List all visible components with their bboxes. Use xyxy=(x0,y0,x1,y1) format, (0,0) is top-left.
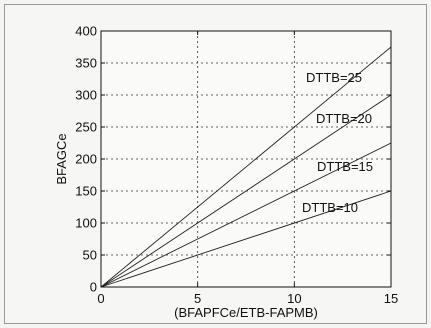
series-label: DTTB=25 xyxy=(306,70,362,85)
series-lines xyxy=(100,46,392,288)
x-tick-label: 10 xyxy=(287,291,301,306)
x-tick-label: 15 xyxy=(384,291,398,306)
y-tick-label: 350 xyxy=(75,56,97,71)
series-label: DTTB=20 xyxy=(316,111,372,126)
y-tick-label: 400 xyxy=(75,24,97,39)
y-axis-ticks: 0 50 100 150 200 250 300 350 400 xyxy=(75,24,391,295)
series-line xyxy=(100,142,392,288)
y-tick-label: 0 xyxy=(90,280,97,295)
x-tick-label: 0 xyxy=(97,291,104,306)
y-tick-label: 250 xyxy=(75,120,97,135)
series-line xyxy=(100,46,392,288)
y-axis-label: BFAGCe xyxy=(54,133,69,184)
x-axis-label: (BFAPFCe/ETB-FAPMB) xyxy=(174,305,318,320)
y-tick-label: 300 xyxy=(75,88,97,103)
x-tick-label: 5 xyxy=(194,291,201,306)
y-tick-label: 150 xyxy=(75,184,97,199)
x-axis-ticks: 0 5 10 15 xyxy=(97,31,398,306)
series-label: DTTB=15 xyxy=(317,159,373,174)
series-line xyxy=(100,94,392,288)
y-tick-label: 100 xyxy=(75,216,97,231)
series-labels: DTTB=25 DTTB=20 DTTB=15 DTTB=10 xyxy=(302,70,373,215)
series-line xyxy=(100,190,392,288)
y-tick-label: 50 xyxy=(83,248,97,263)
series-label: DTTB=10 xyxy=(302,200,358,215)
y-tick-label: 200 xyxy=(75,152,97,167)
